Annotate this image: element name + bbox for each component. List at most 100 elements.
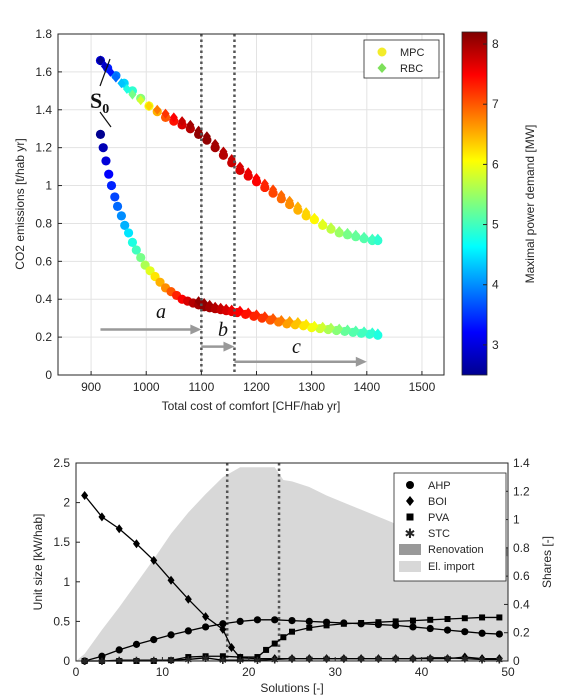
bottom-y-tick-label: 2 (63, 496, 70, 510)
legend-el-import-swatch (399, 561, 421, 572)
rbc-point (211, 301, 220, 312)
mpc-point (112, 201, 123, 211)
top-scatter-chart: 900 1000 1100 1200 1300 1400 1500 0 0.2 0.4 0.6 0.… (13, 27, 537, 413)
rbc-point (122, 83, 131, 94)
bottom-right-y-tick-label: 1 (513, 513, 520, 527)
s0-label: S0 (90, 88, 109, 117)
ahp-point (202, 623, 210, 631)
rbc-point (106, 66, 115, 77)
bottom-y-tick-label: 2.5 (53, 456, 70, 470)
rbc-point (269, 313, 278, 324)
pva-point (461, 615, 468, 622)
top-y-tick-label: 1.6 (35, 65, 52, 79)
bottom-x-axis-label: Solutions [-] (260, 681, 323, 695)
annotation-a: a (156, 301, 166, 323)
rbc-point (211, 138, 220, 149)
legend-pva-label: PVA (428, 512, 450, 524)
ahp-point (288, 617, 296, 625)
rbc-point (277, 315, 286, 326)
legend-renovation-swatch (399, 544, 421, 555)
bottom-x-ticks: 0 10 20 30 40 50 (73, 657, 515, 679)
rbc-point (227, 304, 236, 315)
boi-point (167, 575, 175, 585)
ahp-point (150, 636, 158, 644)
ahp-point (132, 640, 141, 648)
rbc-point (252, 172, 261, 183)
bottom-y-tick-label: 0 (63, 654, 70, 668)
legend-boi-label: BOI (428, 496, 447, 508)
legend-boi-diamond-icon (406, 496, 414, 506)
pva-point (289, 628, 295, 635)
boi-point (81, 490, 89, 500)
rbc-point (285, 316, 294, 327)
ahp-point (443, 626, 452, 634)
mpc-point (106, 180, 117, 191)
rbc-point (216, 302, 225, 313)
boi-point (115, 524, 123, 534)
mpc-point (104, 169, 114, 179)
top-x-tick-label: 1000 (133, 380, 160, 394)
ahp-point (115, 646, 123, 654)
bottom-x-tick-label: 30 (329, 665, 343, 679)
rbc-point (360, 326, 369, 337)
stc-point: ✱ (115, 656, 123, 667)
pva-point (427, 616, 434, 623)
top-vertical-lines (200, 34, 236, 375)
top-y-tick-label: 0.4 (35, 292, 52, 306)
rbc-point (368, 327, 377, 338)
bottom-right-y-tick-label: 0.6 (513, 569, 530, 583)
rbc-point (351, 325, 360, 336)
top-y-tick-label: 0.8 (35, 216, 52, 230)
top-axes-box (57, 33, 445, 376)
legend-ahp-circle-icon (406, 481, 414, 489)
top-x-tick-label: 1300 (298, 380, 325, 394)
boi-point (132, 539, 140, 549)
bottom-x-tick-label: 40 (415, 665, 429, 679)
bottom-line-chart: ✱ ✱ ✱ ✱ ✱ ✱ ✱ ✱ ✱ ✱ ✱ ✱ ✱ ✱ ✱ ✱ ✱ ✱ ✱ ✱ ✱ ✱ ✱ ✱ ✱ 0 10 20 30 40 50 00… (31, 456, 554, 695)
rbc-point (343, 227, 352, 238)
rbc-point (326, 222, 335, 233)
boi-point (228, 643, 236, 653)
rbc-point (111, 72, 120, 83)
bottom-right-y-tick-label: 1.2 (513, 484, 530, 498)
stc-point: ✱ (443, 654, 451, 665)
stc-point: ✱ (426, 654, 434, 665)
top-x-tick-label: 1200 (243, 380, 270, 394)
ahp-point (219, 620, 227, 628)
bottom-x-tick-label: 50 (501, 665, 515, 679)
rbc-point (161, 108, 170, 119)
area-el-import (76, 467, 508, 661)
ahp-point (184, 627, 192, 635)
stc-point: ✱ (409, 655, 417, 666)
top-x-tick-label: 1400 (353, 380, 380, 394)
rbc-point (96, 55, 105, 66)
rbc-point (285, 195, 294, 206)
boi-point (150, 555, 158, 565)
ahp-point (461, 628, 469, 636)
top-y-tick-label: 1.8 (35, 27, 52, 41)
pva-point (392, 618, 399, 625)
top-y-tick-label: 0.6 (35, 254, 52, 268)
pva-point (219, 653, 226, 660)
legend-circle-icon (377, 47, 387, 57)
pva-point (375, 619, 382, 626)
bottom-y-axis-label: Unit size [kW/hab] (31, 514, 45, 611)
top-x-tick-label: 1500 (409, 380, 436, 394)
top-annotation-arrows (100, 324, 367, 367)
pva-point (185, 654, 192, 661)
top-x-ticks: 900 1000 1100 1200 1300 1400 1500 (81, 371, 436, 394)
bottom-vertical-lines (225, 463, 281, 661)
rbc-point (293, 201, 302, 212)
stc-point: ✱ (305, 655, 313, 666)
stc-point: ✱ (322, 655, 330, 666)
ahp-point (167, 631, 175, 639)
stc-point: ✱ (340, 655, 348, 666)
rbc-point (128, 89, 137, 100)
rbc-point (186, 119, 195, 130)
pva-point (306, 624, 313, 631)
mpc-point (136, 252, 146, 263)
mpc-point (120, 220, 130, 230)
colorbar-tick-label: 3 (492, 338, 499, 352)
mpc-point (98, 143, 108, 153)
legend-el-import-label: El. import (428, 561, 474, 573)
